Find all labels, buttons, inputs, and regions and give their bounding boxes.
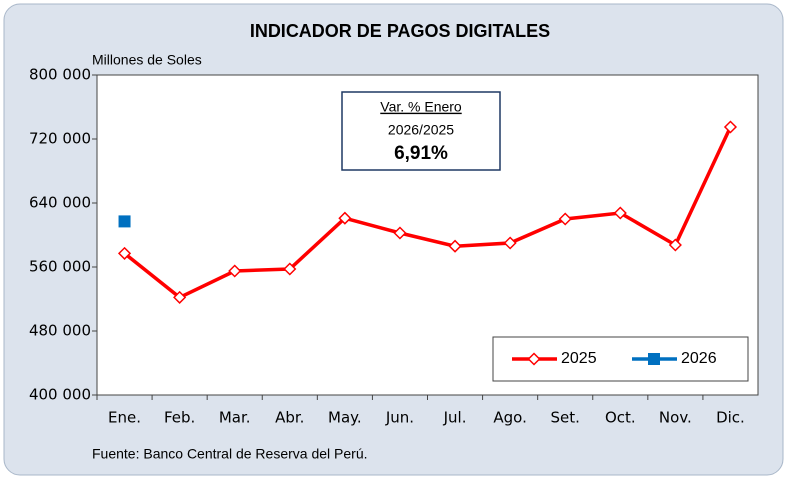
x-tick-label: Jul. [443, 409, 467, 427]
x-tick-label: Dic. [716, 409, 745, 427]
data-point [503, 236, 517, 250]
data-point [283, 262, 297, 276]
data-point [338, 211, 352, 225]
x-tick-label: Feb. [164, 409, 195, 427]
x-tick-label: Abr. [275, 409, 304, 427]
data-point [173, 290, 187, 304]
annotation-subtitle: 2026/2025 [388, 122, 454, 138]
data-point [613, 206, 627, 220]
x-tick-label: Oct. [605, 409, 636, 427]
data-point [118, 215, 131, 228]
data-point [393, 226, 407, 240]
legend-marker [648, 353, 660, 365]
annotation-title: Var. % Enero [380, 99, 462, 115]
legend-label: 2025 [561, 350, 597, 367]
legend-label: 2026 [681, 350, 717, 367]
chart-title: INDICADOR DE PAGOS DIGITALES [250, 21, 550, 41]
x-tick-label: May. [328, 409, 362, 427]
y-tick-label: 800 000 [29, 66, 91, 84]
source: Fuente: Banco Central de Reserva del Per… [92, 446, 368, 462]
x-tick-label: Ene. [108, 409, 141, 427]
y-tick-label: 400 000 [29, 386, 91, 404]
x-tick-label: Nov. [659, 409, 692, 427]
legend-marker [527, 352, 541, 366]
y-tick-label: 480 000 [29, 322, 91, 340]
series-line [123, 126, 733, 300]
annotation-box [341, 91, 501, 171]
y-tick-label: 640 000 [29, 194, 91, 212]
data-point [723, 120, 738, 134]
data-point [228, 264, 242, 278]
data-point [117, 246, 132, 260]
data-point [668, 238, 682, 252]
x-tick-label: Mar. [219, 409, 251, 427]
y-tick-label: 720 000 [29, 130, 91, 148]
x-tick-label: Ago. [493, 409, 526, 427]
x-tick-label: Set. [551, 409, 580, 427]
annotation-value: 6,91% [394, 143, 448, 164]
x-tick-label: Jun. [385, 409, 414, 427]
data-point [558, 212, 572, 226]
y-axis-label: Millones de Soles [92, 52, 202, 68]
y-tick-label: 560 000 [29, 258, 91, 276]
data-point [448, 239, 462, 253]
